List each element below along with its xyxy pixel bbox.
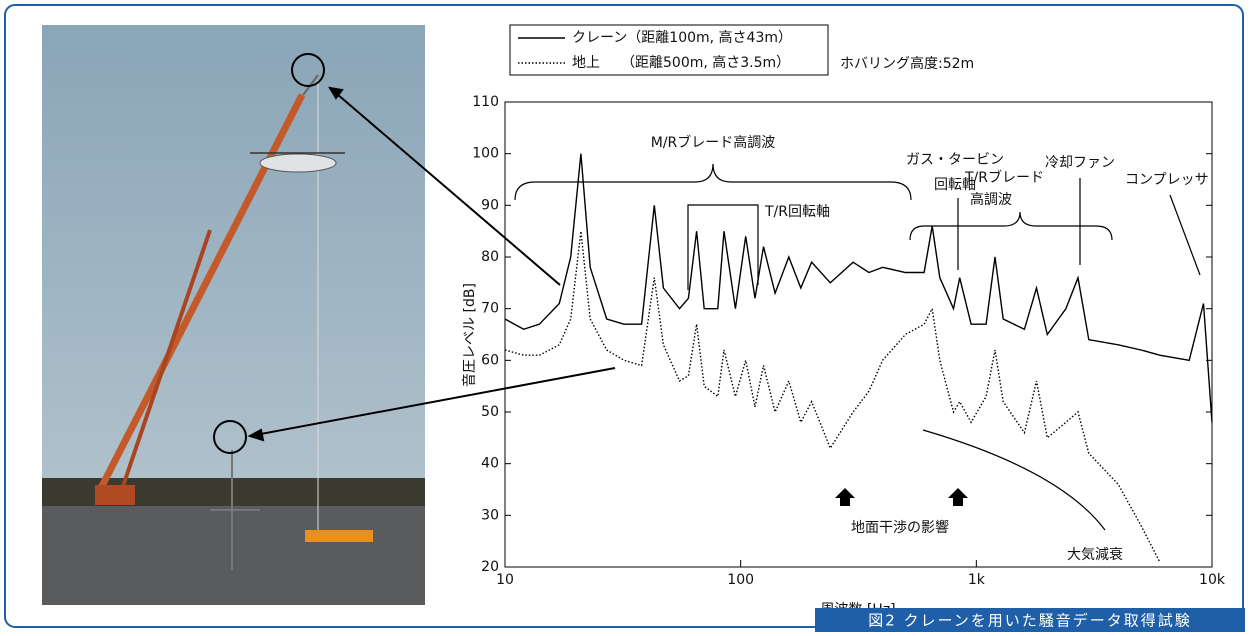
x-tick-label: 10k	[1199, 572, 1226, 588]
y-tick-label: 80	[481, 249, 499, 265]
annotation: T/R回転軸	[764, 204, 830, 220]
y-tick-label: 40	[481, 456, 499, 472]
y-tick-label: 50	[481, 404, 499, 420]
annotation: 地面干渉の影響	[851, 519, 949, 536]
y-tick-label: 70	[481, 301, 499, 317]
y-tick-label: 90	[481, 197, 499, 213]
y-tick-label: 30	[481, 507, 499, 523]
x-tick-label: 10	[496, 572, 514, 588]
y-axis-label: 音圧レベル [dB]	[461, 283, 478, 387]
annotation: M/Rブレード高調波	[651, 134, 776, 151]
annotation: 高調波	[970, 191, 1012, 208]
y-tick-label: 100	[472, 146, 499, 162]
annotation: ガス・タービン	[906, 152, 1004, 168]
hover-note: ホバリング高度:52m	[840, 55, 974, 72]
annotation: 大気減衰	[1067, 546, 1123, 563]
legend-label: 地上 （距離500m, 高さ3.5m）	[572, 54, 790, 71]
y-tick-label: 60	[481, 352, 499, 368]
x-tick-label: 100	[727, 572, 754, 588]
annotation: コンプレッサ	[1125, 172, 1209, 188]
annotation: 冷却ファン	[1045, 155, 1115, 171]
x-tick-label: 1k	[968, 572, 986, 588]
caption: 図2 クレーンを用いた騒音データ取得試験	[868, 612, 1192, 630]
annotation: T/Rブレード	[964, 169, 1044, 186]
photo	[42, 25, 425, 605]
y-tick-label: 110	[472, 94, 499, 110]
figure: ホバリング高度:52m 音圧レベル [dB] 周波数 [Hz] 図2 クレーンを…	[0, 0, 1250, 632]
legend-label: クレーン（距離100m, 高さ43m）	[572, 29, 792, 46]
